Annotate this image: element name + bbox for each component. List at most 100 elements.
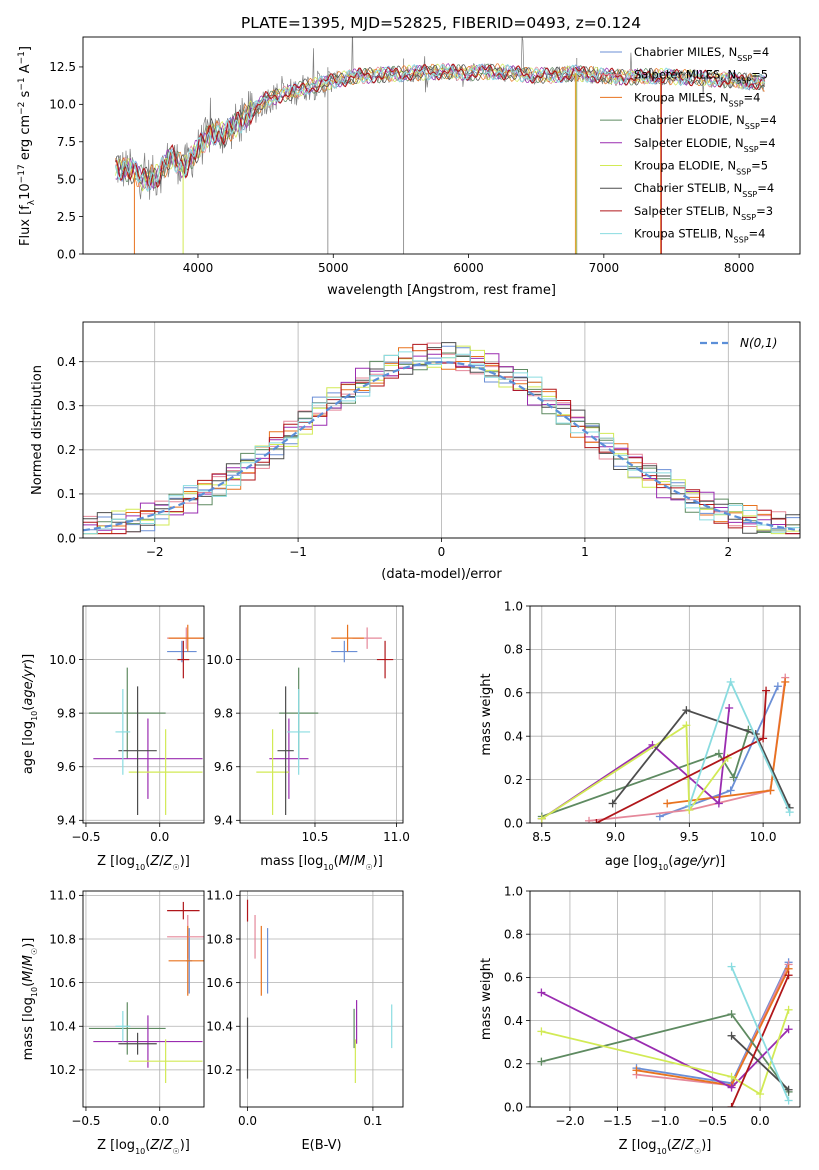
panel-mass_vs_Z: −0.5 0.0 10.2 10.4 10.6 10.8 11.0 Z [log10(Z/Z☉… xyxy=(21,889,205,1156)
weight-marker-kroupa_stelib xyxy=(785,808,794,817)
age_vs_Z-frame xyxy=(82,605,205,824)
weight_vs_age-xtick-label: 8.5 xyxy=(532,830,551,844)
errorbar-kroupa_elodie xyxy=(128,1039,203,1083)
figure-title: PLATE=1395, MJD=52825, FIBERID=0493, z=0… xyxy=(241,14,641,32)
age_vs_Z-plot-area xyxy=(88,624,204,815)
weight_vs_Z-xtick-label: 0.0 xyxy=(751,1114,770,1128)
weight_vs_Z-frame xyxy=(529,890,801,1108)
weight-marker-chabrier_miles xyxy=(773,682,782,691)
weight_vs_age-ytick-label: 1.0 xyxy=(504,599,523,613)
errorbar-kroupa_stelib xyxy=(287,689,311,775)
errorbar-kroupa_elodie xyxy=(128,729,203,815)
spectrum-ytick-label: 2.5 xyxy=(57,210,76,224)
mass_vs_Z-xtick-label: 0.0 xyxy=(150,1114,169,1128)
spectrum-xtick-label: 7000 xyxy=(589,261,620,275)
weight-marker-kroupa_elodie xyxy=(727,1072,736,1081)
residuals-frame xyxy=(82,321,801,539)
mass_vs_Z-plot-area xyxy=(88,901,204,1083)
age-vs-Z-xlabel: Z [log10(Z/Z☉)] xyxy=(97,854,190,872)
weight_vs_age-ytick-label: 0.0 xyxy=(504,816,523,830)
mass_vs_ebv-plot-area xyxy=(246,899,393,1083)
residuals-ytick-label: 0.1 xyxy=(57,487,76,501)
mass_vs_ebv-xtick-label: 0.0 xyxy=(238,1114,257,1128)
residuals-ytick-label: 0.0 xyxy=(57,531,76,545)
spectrum-xtick-label: 5000 xyxy=(318,261,349,275)
weight-marker-kroupa_stelib xyxy=(726,677,735,686)
model-spectrum-salpeter_stelib xyxy=(115,63,766,189)
legend-label-kroupa_elodie: Kroupa ELODIE, NSSP=5 xyxy=(634,159,768,177)
residuals-ytick-label: 0.2 xyxy=(57,443,76,457)
mass_vs_ebv-ytick-label: 11.0 xyxy=(206,889,233,903)
age_vs_Z-ytick-label: 10.0 xyxy=(49,653,76,667)
spectrum-ytick-label: 10.0 xyxy=(49,98,76,112)
mass_vs_Z-ytick-label: 10.2 xyxy=(49,1063,76,1077)
residuals-ylabel: Normed distribution xyxy=(30,365,45,495)
errorbar-chabrier_miles xyxy=(167,640,197,663)
spectrum-ytick-label: 12.5 xyxy=(49,60,76,74)
errorbar-chabrier_elodie xyxy=(88,1002,166,1055)
legend-label-salpeter_stelib: Salpeter STELIB, NSSP=3 xyxy=(634,204,773,222)
normal-distribution-curve xyxy=(83,360,800,532)
weight-marker-chabrier_elodie xyxy=(729,773,738,782)
weight-marker-chabrier_stelib xyxy=(608,799,617,808)
weight-marker-kroupa_stelib xyxy=(727,962,736,971)
mass_vs_ebv-xtick-label: 0.1 xyxy=(363,1114,382,1128)
weight-marker-kroupa_elodie xyxy=(784,1005,793,1014)
errorbar-salpeter_stelib xyxy=(376,640,394,679)
weight-marker-kroupa_elodie xyxy=(682,721,691,730)
weight_vs_Z-xtick-label: −0.5 xyxy=(698,1114,727,1128)
legend-label-salpeter_elodie: Salpeter ELODIE, NSSP=4 xyxy=(634,136,776,154)
panel-weight_vs_age: 8.5 9.0 9.5 10.0 0.0 0.2 0.4 0.6 0.8 1.0 mass weig… xyxy=(479,599,801,872)
model-spectrum-kroupa_stelib xyxy=(115,63,766,192)
errorbar-kroupa_stelib xyxy=(115,1011,131,1042)
weight_vs_Z-ytick-label: 0.4 xyxy=(504,1014,523,1028)
weight-line-kroupa_elodie xyxy=(541,1009,790,1096)
weight-line-kroupa_stelib xyxy=(730,966,790,1101)
spectrum-plot-area xyxy=(115,37,766,254)
weight-marker-salpeter_elodie xyxy=(537,988,546,997)
mass_vs_ebv-ytick-label: 10.4 xyxy=(206,1020,233,1034)
age_vs_mass-ytick-label: 9.6 xyxy=(214,760,233,774)
weight_vs_age-xtick-label: 10.0 xyxy=(750,830,777,844)
mass-vs-Z-xlabel: Z [log10(Z/Z☉)] xyxy=(97,1138,190,1156)
errorbar-salpeter_elodie xyxy=(93,718,203,799)
residual-histogram-salpeter_miles xyxy=(83,342,800,535)
panel-spectrum: 4000 5000 6000 7000 8000 0.0 2.5 5.0 7.5 10.0 12.5… xyxy=(17,36,801,298)
mass_vs_ebv-ytick-label: 10.8 xyxy=(206,932,233,946)
mass_vs_Z-grid xyxy=(83,891,204,1107)
age_vs_mass-ytick-label: 10.0 xyxy=(206,653,233,667)
mass-vs-Z-ylabel: mass [log10(M/M☉)] xyxy=(21,938,39,1061)
panel-weight_vs_Z: −2.0 −1.5 −1.0 −0.5 0.0 0.0 0.2 0.4 0.6 0.8 1.0 mas… xyxy=(479,884,801,1156)
legend-label-chabrier_elodie: Chabrier ELODIE, NSSP=4 xyxy=(634,113,777,131)
residuals-xtick-label: 2 xyxy=(724,545,732,559)
weight-marker-chabrier_stelib xyxy=(682,706,691,715)
errorbar-chabrier_stelib xyxy=(118,1032,157,1055)
weight_vs_Z-ytick-label: 1.0 xyxy=(504,884,523,898)
weight_vs_Z-xtick-label: −2.0 xyxy=(555,1114,584,1128)
weight-marker-chabrier_elodie xyxy=(714,749,723,758)
errorbar-kroupa_stelib xyxy=(115,689,131,775)
weight-marker-chabrier_stelib xyxy=(784,1085,793,1094)
spectrum-xtick-label: 8000 xyxy=(724,261,755,275)
mass_vs_Z-ytick-label: 10.8 xyxy=(49,932,76,946)
errorbar-kroupa_elodie xyxy=(256,729,289,815)
spectrum-xlabel: wavelength [Angstrom, rest frame] xyxy=(327,283,556,298)
age_vs_mass-ytick-label: 9.4 xyxy=(214,814,233,828)
weight-marker-kroupa_stelib xyxy=(685,801,694,810)
weight-marker-salpeter_stelib xyxy=(592,819,601,823)
weight-marker-salpeter_stelib xyxy=(727,1103,736,1107)
weight_vs_age-xtick-label: 9.5 xyxy=(680,830,699,844)
weight-marker-chabrier_stelib xyxy=(727,1031,736,1040)
legend-label-kroupa_miles: Kroupa MILES, NSSP=4 xyxy=(634,90,760,108)
weight_vs_age-ylabel: mass weight xyxy=(479,673,494,755)
residuals-ytick-label: 0.4 xyxy=(57,355,76,369)
errorbar-chabrier_stelib xyxy=(118,686,157,815)
spectrum-ylabel: Flux [fλ10−17 erg cm−2 s−1 A−1] xyxy=(17,46,37,246)
mass_vs_ebv-frame xyxy=(239,890,404,1108)
weight_vs_Z-ytick-label: 0.6 xyxy=(504,971,523,985)
errorbar-kroupa_miles xyxy=(168,925,204,996)
age_vs_mass-ytick-label: 9.8 xyxy=(214,706,233,720)
age-vs-Z-ylabel: age [log10(age/yr)] xyxy=(21,654,39,774)
weight-line-salpeter_stelib xyxy=(730,974,790,1107)
weight-marker-salpeter_elodie xyxy=(725,703,734,712)
